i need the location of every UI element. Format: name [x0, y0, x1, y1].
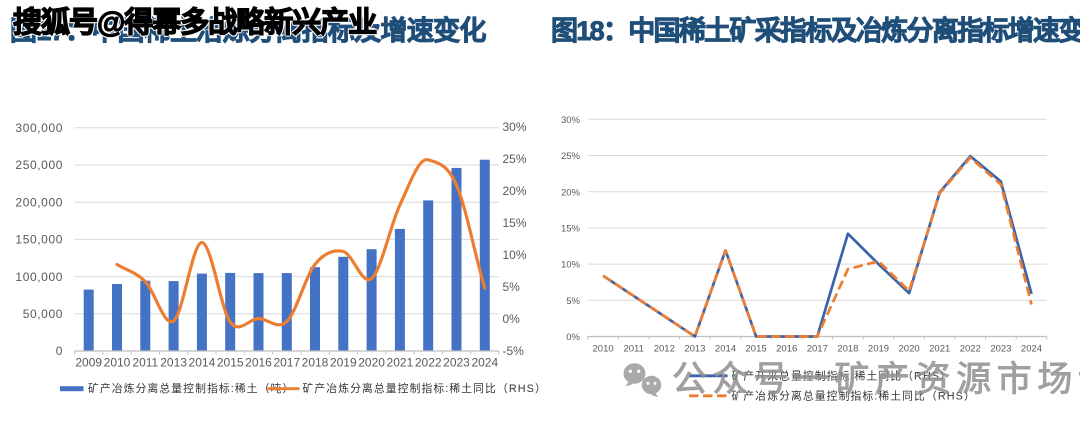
svg-text:2011: 2011	[623, 344, 643, 355]
svg-text:50,000: 50,000	[23, 307, 63, 321]
svg-text:2021: 2021	[387, 356, 414, 370]
svg-text:矿产冶炼分离总量控制指标:稀土同比（RHS）: 矿产冶炼分离总量控制指标:稀土同比（RHS）	[732, 388, 976, 402]
svg-text:30%: 30%	[503, 120, 527, 134]
svg-text:2019: 2019	[868, 344, 889, 355]
svg-text:2015: 2015	[746, 344, 767, 355]
svg-text:25%: 25%	[503, 152, 527, 166]
svg-text:2016: 2016	[245, 356, 272, 370]
svg-text:搜狐号@得幂多战略新兴产业: 搜狐号@得幂多战略新兴产业	[13, 5, 376, 39]
svg-text:2013: 2013	[684, 344, 705, 355]
svg-text:30%: 30%	[561, 115, 581, 126]
svg-text:2018: 2018	[302, 356, 329, 370]
svg-text:矿产冶炼分离总量控制指标:稀土同比（RHS）: 矿产冶炼分离总量控制指标:稀土同比（RHS）	[303, 381, 547, 395]
svg-text:2024: 2024	[1021, 344, 1042, 355]
svg-text:2020: 2020	[358, 356, 385, 370]
svg-text:2010: 2010	[104, 356, 131, 370]
svg-text:100,000: 100,000	[15, 270, 63, 284]
svg-text:10%: 10%	[561, 260, 581, 271]
svg-text:10%: 10%	[503, 248, 527, 262]
svg-text:2010: 2010	[593, 344, 614, 355]
svg-text:2020: 2020	[899, 344, 920, 355]
svg-text:0: 0	[56, 344, 63, 358]
svg-text:0%: 0%	[503, 312, 521, 326]
svg-text:2017: 2017	[807, 344, 828, 355]
svg-text:200,000: 200,000	[15, 195, 63, 209]
svg-text:搜狐号@得幂多战略新兴产业: 搜狐号@得幂多战略新兴产业	[13, 5, 376, 39]
svg-text:5%: 5%	[566, 296, 580, 307]
svg-text:2014: 2014	[715, 344, 736, 355]
svg-text:2013: 2013	[160, 356, 187, 370]
svg-text:250,000: 250,000	[15, 158, 63, 172]
svg-text:5%: 5%	[503, 280, 521, 294]
svg-text:图18：中国稀土矿采指标及冶炼分离指标增速变化: 图18：中国稀土矿采指标及冶炼分离指标增速变化	[551, 15, 1080, 46]
svg-text:2014: 2014	[189, 356, 216, 370]
svg-text:20%: 20%	[561, 187, 581, 198]
svg-text:矿产冶炼分离总量控制指标:稀土（吨）: 矿产冶炼分离总量控制指标:稀土（吨）	[88, 381, 294, 395]
svg-text:2021: 2021	[929, 344, 950, 355]
svg-text:2011: 2011	[132, 356, 158, 370]
svg-text:2009: 2009	[75, 356, 102, 370]
svg-text:2022: 2022	[415, 356, 442, 370]
svg-text:2016: 2016	[776, 344, 797, 355]
svg-text:2023: 2023	[990, 344, 1011, 355]
svg-text:图17：中国稀土冶炼分离指标及增速变化: 图17：中国稀土冶炼分离指标及增速变化	[10, 15, 486, 46]
svg-text:20%: 20%	[503, 184, 527, 198]
svg-text:2018: 2018	[837, 344, 858, 355]
svg-text:2024: 2024	[471, 356, 498, 370]
svg-text:150,000: 150,000	[15, 233, 63, 247]
svg-text:15%: 15%	[561, 224, 581, 235]
svg-text:公众号一矿产资源市场调研: 公众号一矿产资源市场调研	[672, 360, 1080, 399]
svg-text:2023: 2023	[443, 356, 470, 370]
svg-text:2015: 2015	[217, 356, 244, 370]
svg-text:300,000: 300,000	[15, 121, 63, 135]
svg-text:2017: 2017	[273, 356, 300, 370]
svg-text:15%: 15%	[503, 216, 527, 230]
svg-text:0%: 0%	[566, 332, 580, 343]
svg-text:-5%: -5%	[503, 344, 525, 358]
svg-text:2012: 2012	[654, 344, 675, 355]
svg-text:25%: 25%	[561, 151, 581, 162]
svg-text:2022: 2022	[960, 344, 981, 355]
svg-text:2019: 2019	[330, 356, 357, 370]
svg-text:矿产开采总量控制指标:稀土同比（RHS）: 矿产开采总量控制指标:稀土同比（RHS）	[732, 368, 953, 382]
